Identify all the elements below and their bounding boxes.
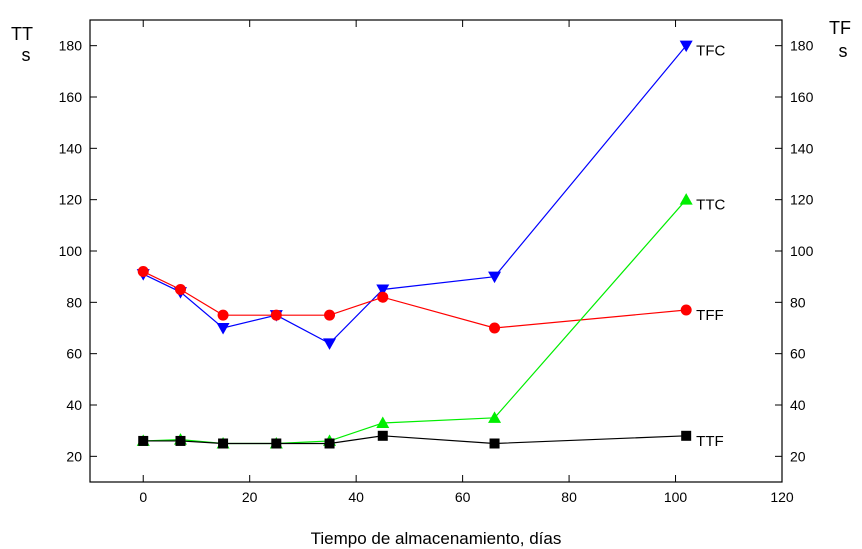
x-tick-label: 20 <box>242 489 258 505</box>
x-axis-title: Tiempo de almacenamiento, días <box>311 529 562 548</box>
y-tick-label-right: 100 <box>790 243 814 259</box>
data-point-ttf <box>175 435 186 446</box>
data-point-tfc <box>216 323 230 335</box>
y-tick-label-right: 40 <box>790 397 806 413</box>
series-label-ttf: TTF <box>696 433 724 450</box>
series-label-tff: TFF <box>696 307 724 324</box>
x-tick-label: 0 <box>139 489 147 505</box>
data-point-tff <box>217 309 229 321</box>
series-label-ttc: TTC <box>696 197 725 214</box>
series-labels: TFC TFF TTC TTF <box>696 43 725 450</box>
y-axis-right-title-line2: s <box>839 41 848 61</box>
series-line-tff <box>142 270 687 329</box>
y-tick-label-right: 60 <box>790 346 806 362</box>
y-tick-label-left: 120 <box>59 192 83 208</box>
data-point-ttf <box>489 438 500 449</box>
y-tick-label-right: 20 <box>790 448 806 464</box>
data-point-tfc <box>376 284 390 296</box>
y-tick-label-left: 160 <box>59 89 83 105</box>
y-tick-label-right: 80 <box>790 294 806 310</box>
data-point-ttf <box>681 430 692 441</box>
data-point-ttf <box>324 438 335 449</box>
y-axis-right: 20 40 60 80 100 120 140 160 180 <box>775 38 814 464</box>
y-axis-left-title-line2: s <box>22 45 31 65</box>
y-tick-label-left: 40 <box>66 397 82 413</box>
data-point-tff <box>489 322 501 334</box>
plot-frame <box>89 19 783 483</box>
data-point-tff <box>137 266 149 278</box>
data-point-tff <box>377 291 389 303</box>
y-tick-label-right: 140 <box>790 140 814 156</box>
series-ttc <box>136 193 693 449</box>
series-line-ttc <box>143 199 687 445</box>
data-point-ttc <box>679 193 693 205</box>
x-tick-label: 40 <box>348 489 364 505</box>
data-point-ttc <box>376 416 390 428</box>
y-tick-label-right: 180 <box>790 38 814 54</box>
data-point-tff <box>174 284 186 295</box>
data-point-ttf <box>138 435 149 446</box>
data-point-ttc <box>488 411 502 423</box>
data-point-tfc <box>488 271 502 284</box>
y-axis-right-title-line1: TF <box>829 18 851 38</box>
data-point-tff <box>270 309 282 321</box>
y-tick-label-left: 80 <box>66 294 82 310</box>
series-ttf <box>138 430 692 449</box>
x-tick-label: 120 <box>770 489 794 505</box>
plot-border <box>89 19 783 483</box>
y-tick-label-right: 120 <box>790 192 814 208</box>
data-point-tff <box>324 309 336 321</box>
series-tff <box>137 266 692 334</box>
y-tick-label-left: 20 <box>66 448 82 464</box>
data-point-tff <box>680 304 692 316</box>
x-tick-label: 100 <box>664 489 688 505</box>
data-point-ttf <box>218 438 229 449</box>
y-axis-left-title-line1: TT <box>11 24 33 44</box>
series-layer <box>136 40 693 449</box>
data-point-tfc <box>679 40 693 53</box>
data-point-tfc <box>323 338 337 350</box>
x-tick-label: 60 <box>455 489 471 505</box>
y-tick-label-left: 180 <box>59 38 83 54</box>
x-tick-label: 80 <box>561 489 577 505</box>
series-tfc <box>136 40 693 350</box>
series-line-tfc <box>142 45 687 345</box>
y-tick-label-right: 160 <box>790 89 814 105</box>
data-point-ttf <box>271 438 282 449</box>
y-tick-label-left: 100 <box>59 243 83 259</box>
x-axis: 0 20 40 60 80 100 120 <box>139 20 794 505</box>
series-line-ttf <box>143 435 687 445</box>
data-point-ttf <box>377 430 388 441</box>
y-tick-label-left: 140 <box>59 140 83 156</box>
series-label-tfc: TFC <box>696 43 725 60</box>
y-axis-left: 20 40 60 80 100 120 140 160 180 <box>59 38 97 464</box>
y-tick-label-left: 60 <box>66 346 82 362</box>
